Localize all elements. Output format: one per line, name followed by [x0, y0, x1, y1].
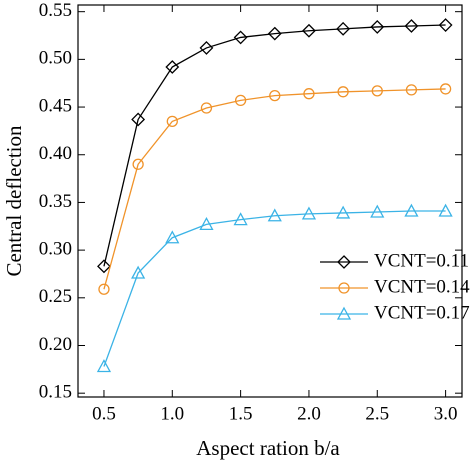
x-tick-label: 1.0	[160, 403, 184, 424]
marker	[233, 212, 248, 226]
x-tick-label: 2.5	[365, 403, 389, 424]
legend-label: VCNT=0.14	[374, 276, 470, 297]
y-tick-label: 0.25	[39, 286, 72, 307]
marker	[96, 359, 112, 373]
marker	[234, 94, 247, 107]
marker	[439, 83, 452, 95]
marker	[165, 60, 180, 74]
series-line	[103, 210, 446, 367]
marker	[370, 204, 385, 218]
y-axis-label: Central deflection	[2, 125, 26, 277]
x-tick-label: 3.0	[434, 403, 458, 424]
marker	[404, 203, 419, 217]
marker	[337, 255, 351, 269]
marker	[438, 18, 453, 32]
y-tick-label: 0.40	[39, 143, 72, 164]
marker	[97, 259, 111, 274]
marker	[337, 86, 349, 98]
series-line	[103, 24, 446, 267]
legend-label: VCNT=0.17	[374, 302, 470, 323]
marker	[166, 115, 178, 128]
marker	[302, 23, 316, 38]
y-tick-label: 0.30	[39, 238, 72, 259]
marker	[165, 230, 180, 244]
marker	[131, 265, 146, 279]
marker	[132, 158, 144, 170]
x-tick-label: 2.0	[297, 403, 321, 424]
plot-frame	[77, 4, 463, 398]
y-tick-label: 0.55	[39, 0, 72, 21]
marker	[405, 84, 418, 96]
marker	[303, 88, 315, 100]
marker	[200, 102, 213, 114]
y-tick-label: 0.50	[39, 48, 72, 69]
marker	[371, 85, 383, 97]
marker	[404, 19, 419, 33]
marker	[267, 26, 282, 41]
marker	[301, 206, 317, 220]
x-axis-label: Aspect ration b/a	[196, 436, 340, 460]
marker	[370, 20, 385, 34]
legend-label: VCNT=0.11	[374, 250, 469, 271]
marker	[336, 306, 352, 320]
series-line	[103, 88, 446, 290]
marker	[199, 217, 214, 231]
marker	[199, 41, 214, 55]
y-tick-label: 0.20	[39, 334, 72, 355]
marker	[338, 282, 350, 294]
marker	[336, 205, 351, 219]
x-tick-label: 0.5	[92, 403, 116, 424]
marker	[98, 283, 110, 295]
marker	[336, 21, 351, 36]
marker	[131, 112, 146, 127]
y-tick-label: 0.35	[39, 191, 72, 212]
x-tick-label: 1.5	[229, 403, 253, 424]
y-tick-label: 0.15	[39, 382, 72, 403]
y-tick-label: 0.45	[39, 95, 72, 116]
marker	[233, 30, 248, 45]
marker	[267, 208, 282, 222]
marker	[269, 89, 281, 102]
marker	[438, 203, 453, 217]
